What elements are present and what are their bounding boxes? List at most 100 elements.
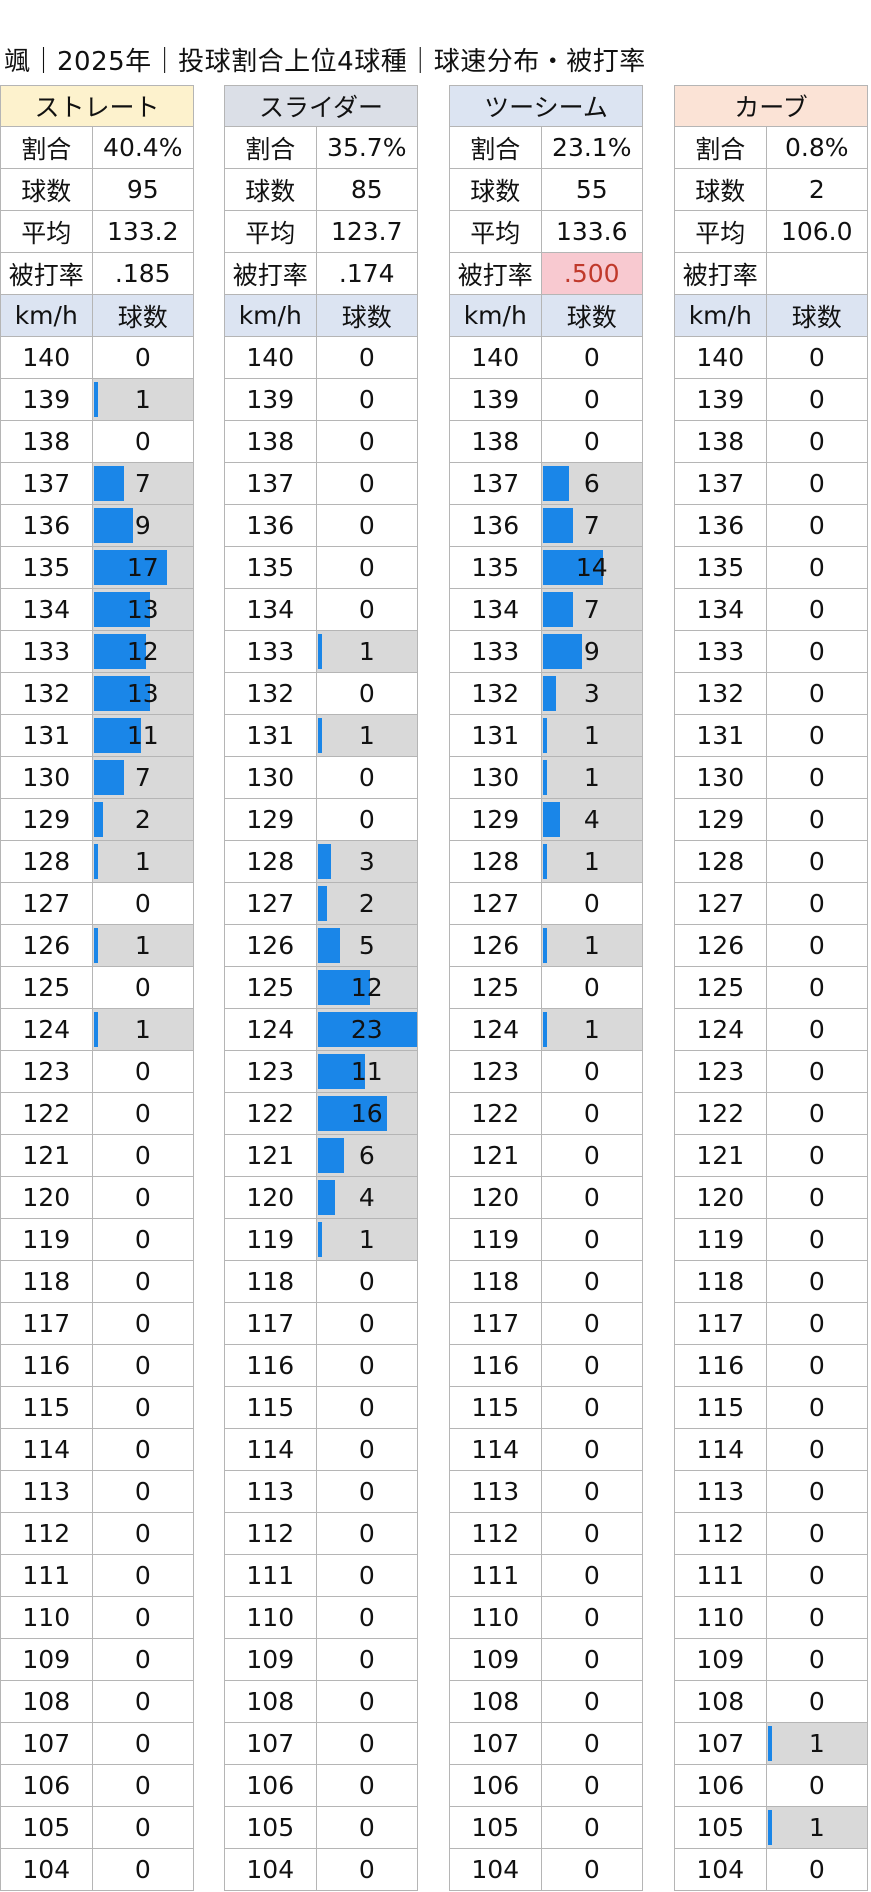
count-bar: [317, 1012, 417, 1047]
batting-average-row: 被打率 .174: [224, 253, 418, 295]
count-value: 0: [358, 679, 375, 708]
speed-cell: 122: [1, 1093, 93, 1134]
speed-cell: 119: [225, 1219, 317, 1260]
count-cell: 7: [92, 463, 194, 504]
speed-row: 122 0: [674, 1093, 868, 1135]
count-value: 0: [808, 889, 825, 918]
count-value: 0: [134, 1435, 151, 1464]
count-bar: [93, 802, 103, 837]
speed-row: 116 0: [449, 1345, 643, 1387]
count-cell: 7: [541, 589, 643, 630]
speed-cell: 126: [1, 925, 93, 966]
count-value: 0: [808, 343, 825, 372]
speed-cell: 135: [675, 547, 767, 588]
count-cell: 0: [317, 1345, 418, 1386]
count-value: 0: [134, 1351, 151, 1380]
speed-cell: 110: [675, 1597, 767, 1638]
speed-cell: 109: [675, 1639, 767, 1680]
pitch-name-header: ツーシーム: [449, 85, 643, 127]
speed-cell: 129: [450, 799, 542, 840]
count-cell: 0: [93, 421, 194, 462]
speed-row: 138 0: [674, 421, 868, 463]
count-value: 0: [583, 1771, 600, 1800]
ratio-row: 割合 40.4%: [0, 127, 194, 169]
speed-cell: 116: [225, 1345, 317, 1386]
speed-cell: 119: [1, 1219, 93, 1260]
stat-value: 55: [542, 169, 643, 210]
speed-cell: 137: [225, 463, 317, 504]
speed-cell: 125: [450, 967, 542, 1008]
pitch-name-header: スライダー: [224, 85, 418, 127]
count-value: 0: [134, 973, 151, 1002]
count-cell: 0: [93, 1555, 194, 1596]
count-value: 0: [134, 1099, 151, 1128]
count-value: 0: [808, 1309, 825, 1338]
count-value: 0: [358, 1435, 375, 1464]
count-value: 0: [358, 1561, 375, 1590]
speed-row: 114 0: [449, 1429, 643, 1471]
count-cell: 2: [316, 883, 418, 924]
count-cell: 0: [317, 547, 418, 588]
speed-row: 133 12: [0, 631, 194, 673]
speed-row: 120 0: [449, 1177, 643, 1219]
count-value: 0: [358, 1309, 375, 1338]
speed-row: 137 6: [449, 463, 643, 505]
count-row: 球数 95: [0, 169, 194, 211]
speed-header: km/h: [675, 295, 767, 336]
count-cell: 0: [317, 421, 418, 462]
speed-row: 118 0: [224, 1261, 418, 1303]
count-cell: 0: [317, 463, 418, 504]
count-bar: [542, 592, 573, 627]
count-value: 0: [808, 427, 825, 456]
speed-cell: 121: [225, 1135, 317, 1176]
count-value: 0: [583, 1729, 600, 1758]
count-cell: 0: [317, 1597, 418, 1638]
speed-cell: 138: [225, 421, 317, 462]
count-value: 0: [808, 931, 825, 960]
speed-cell: 108: [1, 1681, 93, 1722]
count-cell: 0: [542, 1513, 643, 1554]
count-cell: 0: [542, 1303, 643, 1344]
stat-value: 2: [767, 169, 868, 210]
speed-row: 113 0: [449, 1471, 643, 1513]
speed-row: 118 0: [674, 1261, 868, 1303]
speed-row: 110 0: [449, 1597, 643, 1639]
distribution-header: km/h 球数: [449, 295, 643, 337]
count-cell: 0: [317, 1849, 418, 1890]
speed-cell: 140: [225, 337, 317, 378]
speed-row: 116 0: [674, 1345, 868, 1387]
speed-row: 117 0: [0, 1303, 194, 1345]
speed-row: 121 0: [674, 1135, 868, 1177]
speed-cell: 135: [225, 547, 317, 588]
count-cell: 1: [316, 631, 418, 672]
speed-cell: 140: [675, 337, 767, 378]
speed-cell: 133: [450, 631, 542, 672]
speed-cell: 125: [675, 967, 767, 1008]
count-value: 0: [808, 1141, 825, 1170]
count-cell: 0: [542, 1051, 643, 1092]
count-cell: 0: [767, 631, 868, 672]
speed-cell: 115: [675, 1387, 767, 1428]
speed-row: 140 0: [0, 337, 194, 379]
count-cell: 5: [316, 925, 418, 966]
speed-row: 134 13: [0, 589, 194, 631]
pitch-column-slider: スライダー 割合 35.7% 球数 85 平均 123.7 被打率 .174 km/h 球数 140 0…: [224, 85, 418, 1891]
speed-cell: 121: [1, 1135, 93, 1176]
speed-row: 104 0: [674, 1849, 868, 1891]
count-cell: 7: [541, 505, 643, 546]
speed-cell: 113: [1, 1471, 93, 1512]
speed-cell: 120: [1, 1177, 93, 1218]
speed-row: 113 0: [674, 1471, 868, 1513]
speed-row: 130 1: [449, 757, 643, 799]
count-cell: 4: [541, 799, 643, 840]
speed-cell: 105: [675, 1807, 767, 1848]
speed-row: 119 0: [674, 1219, 868, 1261]
count-cell: 0: [767, 673, 868, 714]
count-value: 0: [808, 1435, 825, 1464]
count-cell: 0: [767, 379, 868, 420]
count-cell: 0: [542, 1723, 643, 1764]
stat-label: 割合: [1, 127, 93, 168]
stat-label: 被打率: [675, 253, 767, 294]
stat-value: 85: [317, 169, 418, 210]
speed-row: 108 0: [674, 1681, 868, 1723]
